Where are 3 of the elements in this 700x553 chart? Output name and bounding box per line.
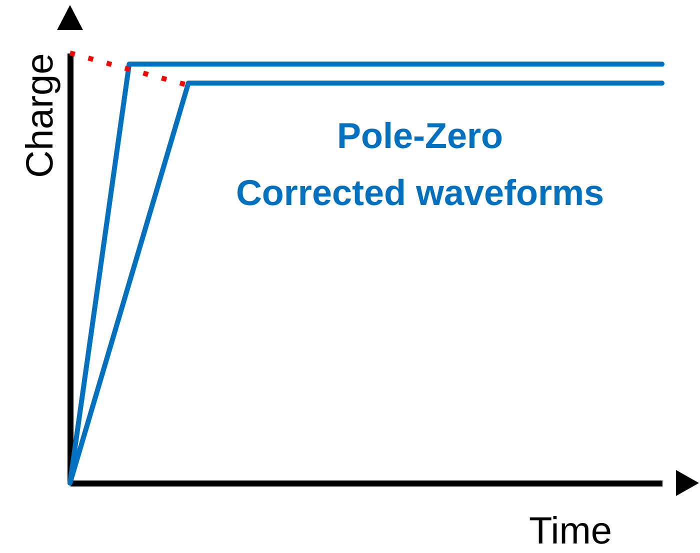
y-axis-title: Charge — [20, 53, 62, 178]
x-axis-title: Time — [528, 510, 612, 552]
annotation: Pole-Zero Corrected waveforms — [236, 115, 604, 213]
